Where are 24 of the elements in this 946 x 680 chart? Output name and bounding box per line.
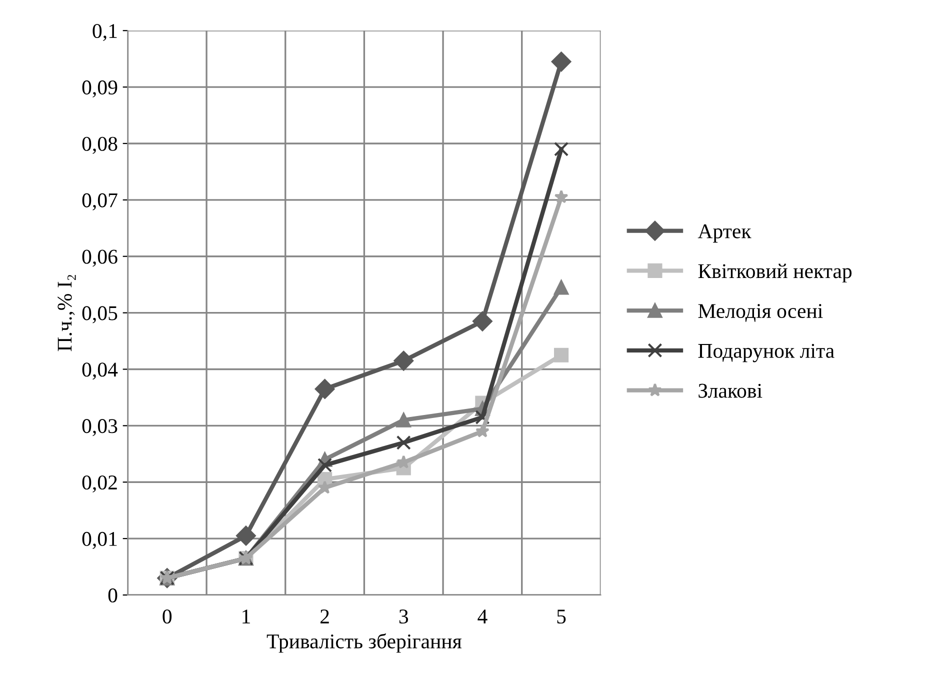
y-tick-label: 0,07: [82, 193, 118, 210]
x-tick-label: 5: [557, 610, 566, 624]
x-tick-label: 2: [320, 610, 329, 624]
y-tick-label: 0,1: [92, 24, 117, 42]
y-tick-label: 0,03: [82, 419, 118, 436]
y-tick-label: 0,04: [82, 362, 118, 380]
x-tick-label: 0: [162, 609, 172, 624]
y-tick-label: 0,05: [82, 306, 118, 324]
x-tick-label: 4: [478, 610, 488, 624]
y-tick-label: 0,02: [82, 475, 117, 493]
x-axis-title: Тривалість зберігання: [266, 633, 462, 653]
legend-label: Подарунок літа: [698, 344, 834, 362]
y-tick-label: 0,06: [82, 250, 118, 267]
y-tick-label: 0: [108, 588, 118, 602]
x-tick-label: 1: [242, 610, 250, 624]
legend-label: Квітковий нектар: [698, 264, 852, 282]
legend-label: Мелодія осені: [698, 304, 823, 322]
y-tick-label: 0,08: [82, 136, 118, 154]
legend-label: Злакові: [698, 384, 762, 398]
y-tick-label: 0,01: [82, 532, 117, 549]
x-tick-label: 3: [399, 610, 408, 624]
y-axis-title: П.ч.,% I₂: [58, 274, 76, 352]
y-tick-label: 0,09: [82, 80, 118, 98]
legend-label: Артек: [698, 224, 752, 243]
